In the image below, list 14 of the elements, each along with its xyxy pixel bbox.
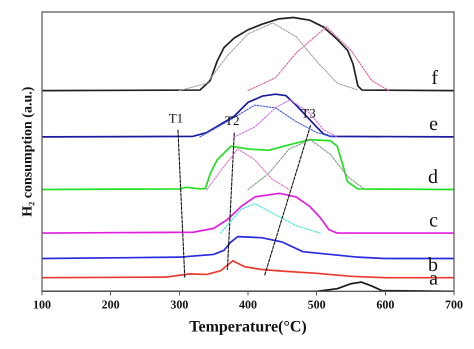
x-tick-label: 400 [239,298,257,312]
x-tick-label: 100 [33,298,51,312]
x-tick-label: 300 [170,298,188,312]
y-axis-title: H₂ consumption (a.u.) [20,86,36,217]
x-tick-label: 200 [102,298,120,312]
series-label: T1 [168,110,184,126]
x-axis-title: Temperature(°C) [189,318,307,336]
series-label: c [429,209,438,232]
x-tick-label: 700 [445,298,463,312]
series-label: e [429,113,438,136]
series-label: f [431,66,438,89]
x-tick-label: 500 [308,298,326,312]
x-tick-label: 600 [376,298,394,312]
series-label: d [428,166,438,188]
